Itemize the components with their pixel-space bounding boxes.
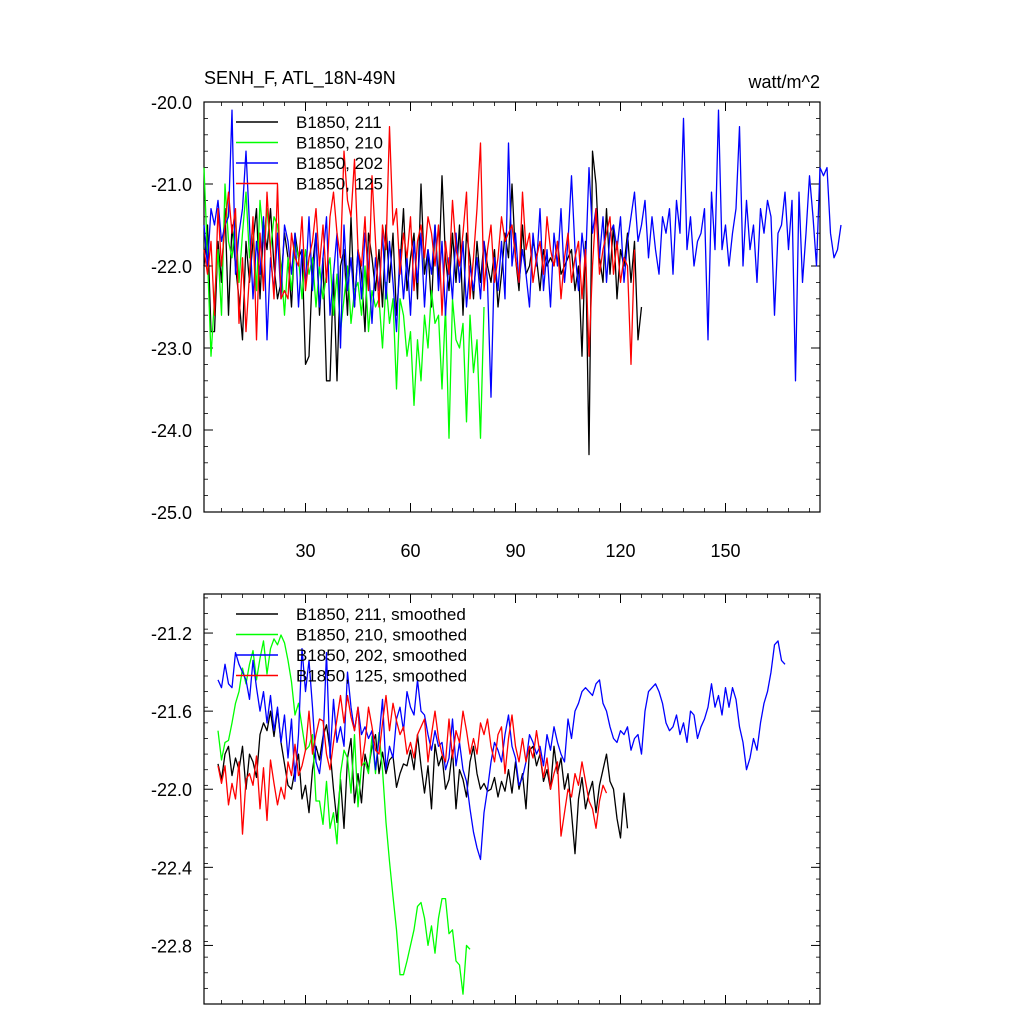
top-ytick-label: -21.0 bbox=[151, 175, 192, 195]
bottom-legend-label-0: B1850, 211, smoothed bbox=[296, 605, 466, 624]
top-xtick-label: 60 bbox=[400, 541, 420, 561]
top-series-line-2 bbox=[203, 109, 842, 398]
top-series-lines bbox=[203, 109, 842, 456]
bottom-ytick-label: -22.0 bbox=[151, 780, 192, 800]
top-series-line-0 bbox=[203, 150, 643, 456]
top-xtick-label: 120 bbox=[605, 541, 635, 561]
top-ytick-label: -20.0 bbox=[151, 93, 192, 113]
bottom-series-line-2 bbox=[217, 640, 786, 861]
top-axes: -25.0 -24.0 -23.0 -22.0 -21.0 -20.0 30 60 90 120 1… bbox=[151, 93, 820, 561]
top-xtick-label: 30 bbox=[295, 541, 315, 561]
top-panel: SENH_F, ATL_18N-49N watt/m^2 -25.0-24.0-… bbox=[151, 68, 842, 561]
top-series-line-3 bbox=[203, 125, 636, 366]
bottom-panel: -22.8 -22.4 -22.0 -21.6 -21.2 B1850, 211, sm… bbox=[151, 593, 821, 1005]
top-xtick-label: 90 bbox=[505, 541, 525, 561]
top-legend-label-2: B1850, 202 bbox=[296, 154, 383, 173]
bottom-axes: -22.8 -22.4 -22.0 -21.6 -21.2 bbox=[151, 594, 820, 1005]
bottom-legend-label-3: B1850, 125, smoothed bbox=[296, 667, 467, 686]
bottom-ytick-label: -21.6 bbox=[151, 702, 192, 722]
top-legend-label-1: B1850, 210 bbox=[296, 134, 383, 153]
bottom-series-lines bbox=[217, 634, 786, 995]
top-chart-title: SENH_F, ATL_18N-49N bbox=[204, 68, 396, 89]
bottom-legend-label-2: B1850, 202, smoothed bbox=[296, 646, 467, 665]
bottom-ytick-label: -21.2 bbox=[151, 624, 192, 644]
top-ytick-label: -22.0 bbox=[151, 257, 192, 277]
bottom-legend: B1850, 211, smoothed B1850, 210, smoothed… bbox=[236, 605, 467, 686]
top-plot-frame bbox=[203, 101, 821, 513]
top-ytick-label: -25.0 bbox=[151, 503, 192, 523]
bottom-ytick-label: -22.4 bbox=[151, 858, 192, 878]
bottom-series-line-3 bbox=[217, 694, 608, 837]
top-ytick-label: -23.0 bbox=[151, 339, 192, 359]
bottom-series-line-1 bbox=[217, 634, 471, 995]
top-legend-label-0: B1850, 211 bbox=[296, 113, 382, 132]
top-ytick-label: -24.0 bbox=[151, 421, 192, 441]
top-legend-label-3: B1850, 125 bbox=[296, 175, 383, 194]
bottom-legend-label-1: B1850, 210, smoothed bbox=[296, 626, 467, 645]
top-xtick-label: 150 bbox=[710, 541, 740, 561]
bottom-ytick-label: -22.8 bbox=[151, 936, 192, 956]
top-chart-units: watt/m^2 bbox=[748, 72, 820, 92]
bottom-plot-frame bbox=[203, 593, 821, 1005]
